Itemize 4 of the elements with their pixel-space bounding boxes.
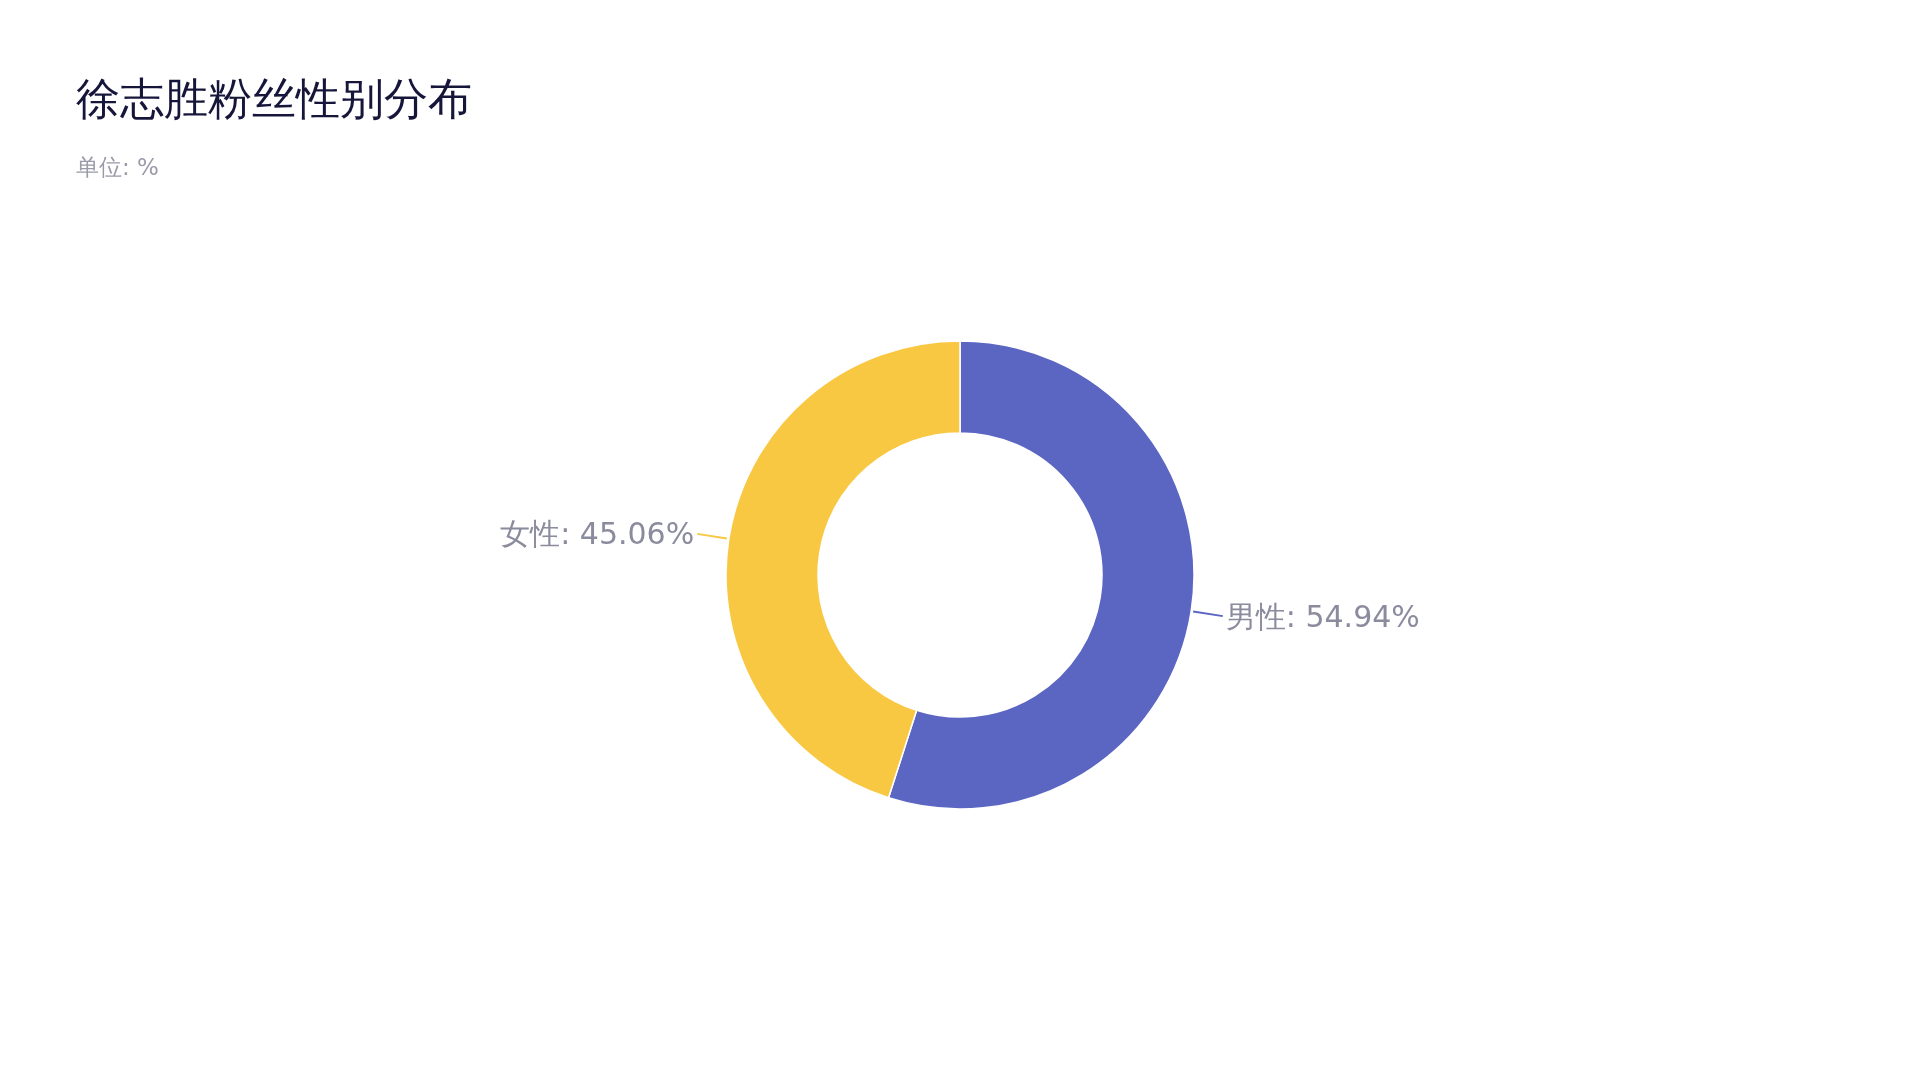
slice-label: 男性: 54.94% <box>1225 598 1420 634</box>
chart-title: 徐志胜粉丝性别分布 <box>76 73 472 124</box>
text: 单位: % <box>76 154 159 180</box>
slice-label: 女性: 45.06% <box>500 516 695 552</box>
